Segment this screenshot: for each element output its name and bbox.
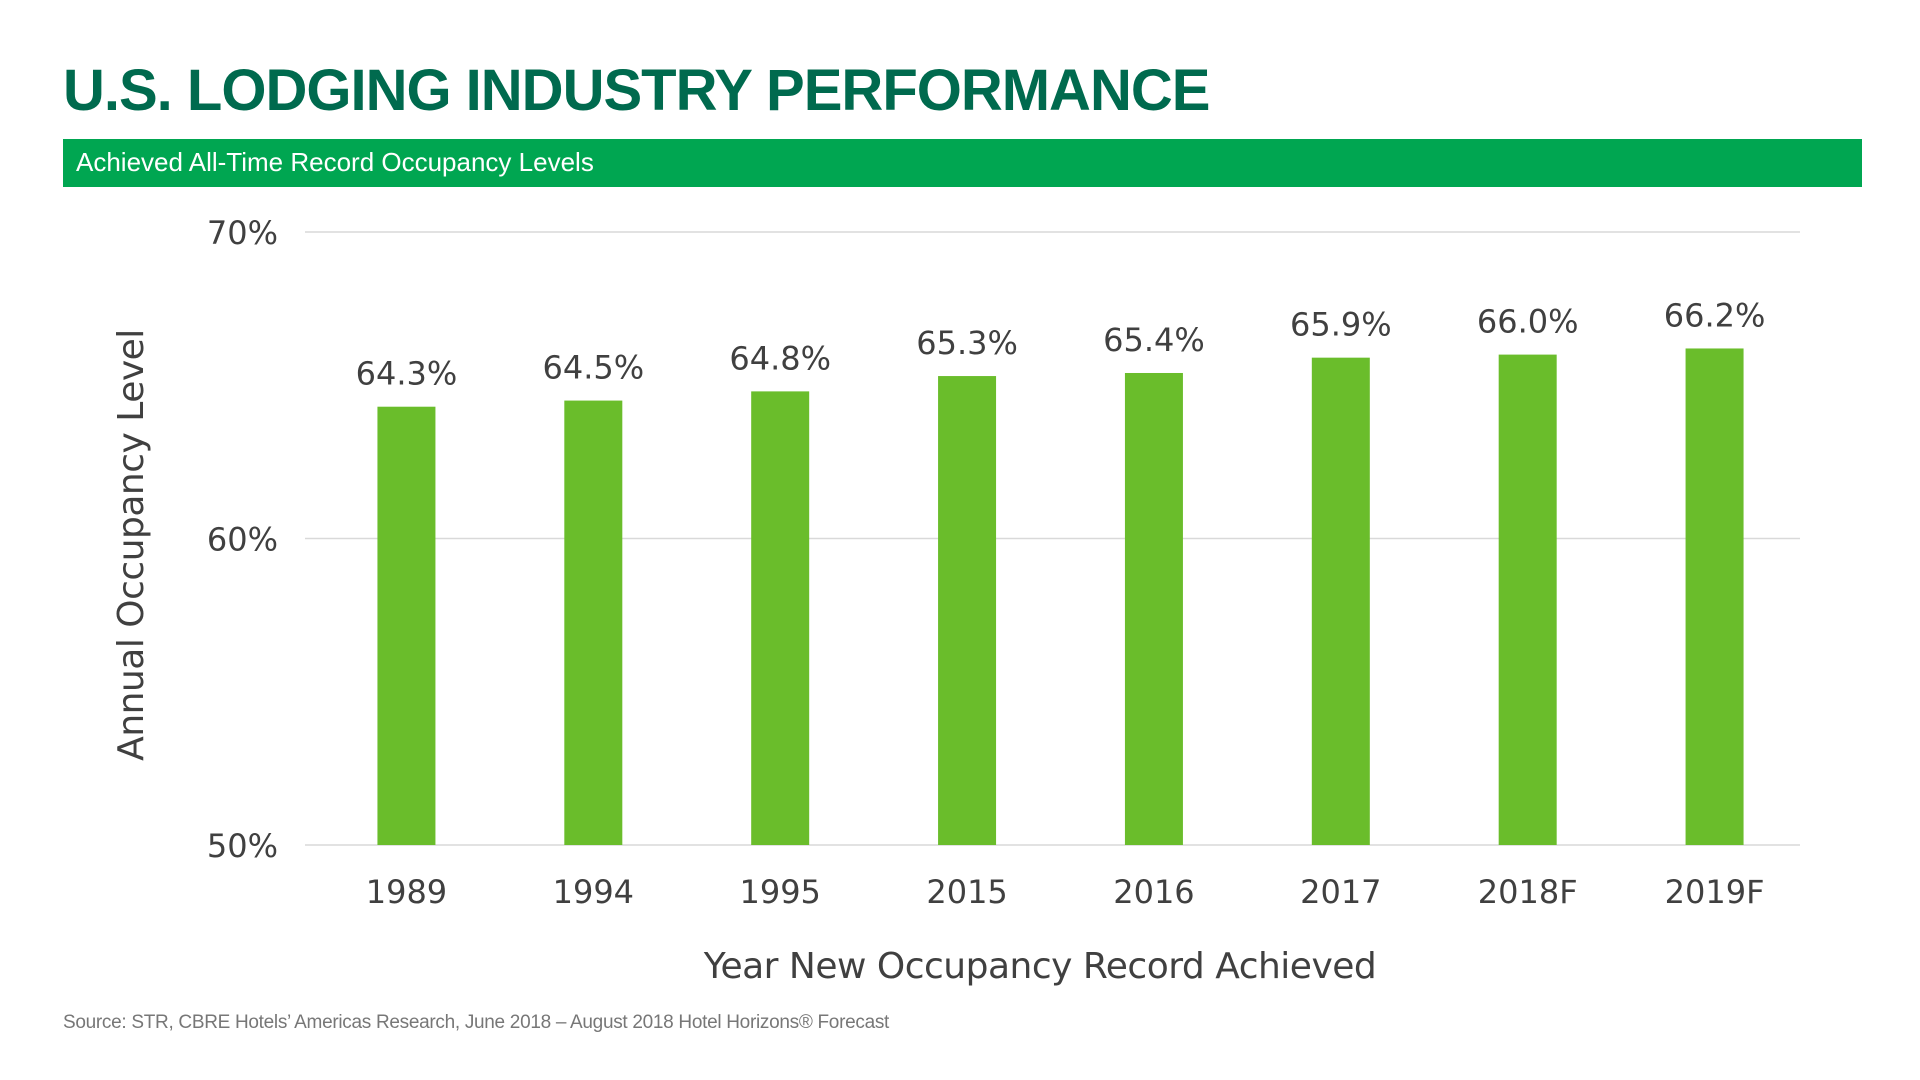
x-tick-label: 2015: [926, 873, 1007, 911]
source-note: Source: STR, CBRE Hotels’ Americas Resea…: [63, 1012, 890, 1033]
bar: [1498, 354, 1557, 845]
data-label: 65.3%: [916, 324, 1018, 362]
data-label: 64.5%: [542, 349, 644, 387]
bar: [564, 400, 623, 845]
subtitle-text: Achieved All-Time Record Occupancy Level…: [76, 147, 594, 177]
data-label: 65.9%: [1290, 306, 1392, 344]
data-label: 64.3%: [356, 355, 458, 393]
x-axis-ticks: 1989 1994 1995 2015 2016 2017 2018F 2019F: [366, 873, 1765, 911]
y-tick-label: 50%: [207, 827, 278, 865]
data-label: 65.4%: [1103, 321, 1205, 359]
x-axis-label: Year New Occupancy Record Achieved: [703, 946, 1377, 987]
page-title: U.S. LODGING INDUSTRY PERFORMANCE: [63, 58, 1210, 123]
bar: [751, 391, 810, 845]
x-tick-label: 2016: [1113, 873, 1194, 911]
data-label: 66.2%: [1664, 296, 1766, 334]
x-tick-label: 1989: [366, 873, 447, 911]
data-label: 66.0%: [1477, 303, 1579, 341]
occupancy-bar-chart: 50% 60% 70% 64.3% 64.5% 64.8% 65.3% 65.4% 65.9%…: [111, 214, 1800, 987]
y-axis-ticks: 50% 60% 70%: [207, 214, 278, 865]
x-tick-label: 1995: [739, 873, 820, 911]
bar: [377, 406, 436, 845]
x-tick-label: 2018F: [1478, 873, 1578, 911]
data-label: 64.8%: [729, 339, 831, 377]
bars: [377, 348, 1744, 845]
x-tick-label: 2019F: [1665, 873, 1765, 911]
x-tick-label: 1994: [553, 873, 634, 911]
y-tick-label: 70%: [207, 214, 278, 252]
bar: [1685, 348, 1744, 845]
y-tick-label: 60%: [207, 521, 278, 559]
subtitle-banner: Achieved All-Time Record Occupancy Level…: [63, 139, 1862, 187]
data-labels: 64.3% 64.5% 64.8% 65.3% 65.4% 65.9% 66.0% 66.2%: [356, 296, 1766, 392]
x-tick-label: 2017: [1300, 873, 1381, 911]
bar: [1311, 357, 1370, 845]
y-axis-label: Annual Occupancy Level: [111, 329, 152, 761]
bar: [938, 376, 997, 845]
bar: [1124, 372, 1183, 845]
